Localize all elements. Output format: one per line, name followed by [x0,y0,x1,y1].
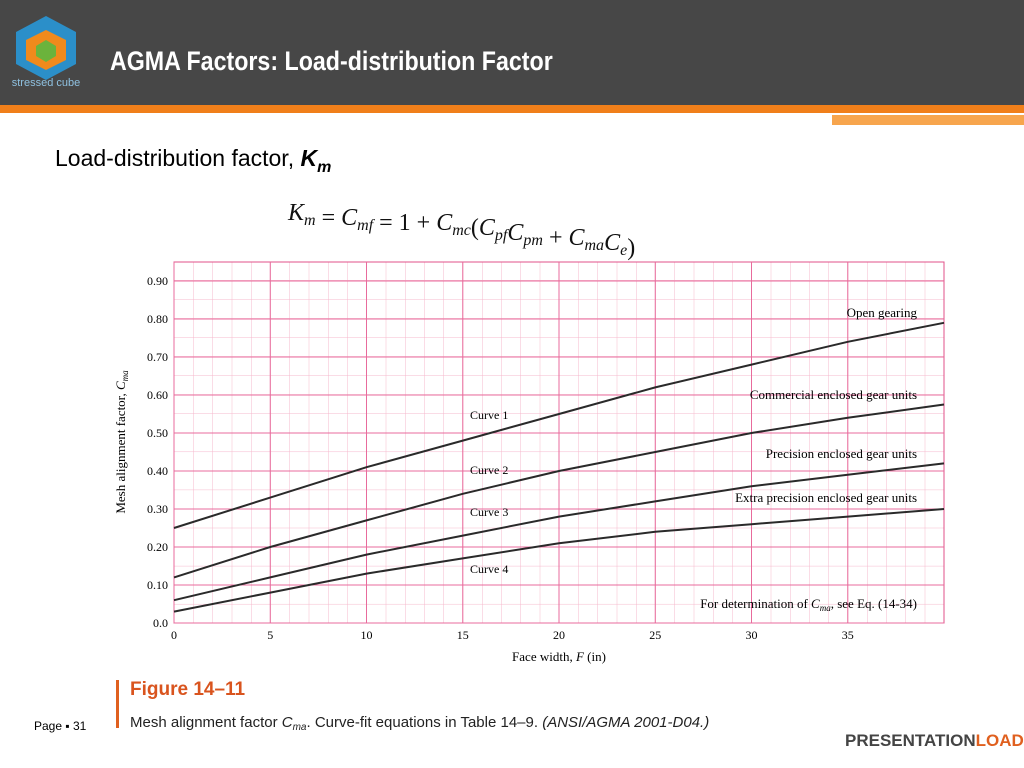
x-tick-label: 15 [457,628,469,642]
x-label-text: Face width, [512,649,576,664]
equation-term: K [287,200,306,226]
equation-term: + [543,225,569,251]
page-number: Page ▪ 31 [34,719,87,733]
x-tick-label: 5 [267,628,273,642]
y-tick-label: 0.60 [147,388,168,402]
equation-sub: pf [494,227,510,244]
annotation: Open gearing [847,305,918,320]
note-symbol: C [811,596,820,611]
y-tick-label: 0.90 [147,274,168,288]
equation-sub: pm [522,232,543,249]
equation-term: C [507,220,524,246]
y-tick-label: 0.0 [153,616,168,630]
heading-symbol: K [300,145,318,171]
chart: 0.0 0.10 0.20 0.30 0.40 0.50 0.60 0.70 0.80 0.90 0… [147,262,945,642]
series-label: Curve 1 [470,408,508,422]
heading: Load-distribution factor, Km [55,145,331,176]
caption-source: (ANSI/AGMA 2001-D04.) [542,714,709,731]
x-tick-label: 20 [553,628,565,642]
equation-term: ( [471,215,479,241]
logo-text: stressed cube [12,77,80,89]
equation-term: C [436,210,453,236]
y-label-symbol: C [113,381,128,390]
note: For determination of Cma, see Eq. (14-34… [700,596,917,613]
equation-sub: mf [357,217,376,234]
logo [16,16,76,80]
note-sub: ma [820,603,831,613]
heading-sub: m [317,159,331,176]
figure-label: Figure 14–11 [130,679,246,700]
series-label: Curve 2 [470,463,508,477]
series-line [173,462,945,602]
brand: PRESENTATIONLOAD [845,731,1024,750]
equation-term: C [568,225,585,251]
caption-symbol: C [282,714,293,731]
y-tick-label: 0.30 [147,502,168,516]
caption-text: Mesh alignment factor [130,714,282,731]
x-label-symbol: F [575,649,585,664]
x-axis-label: Face width, F (in) [512,649,606,664]
x-label-suffix: (in) [584,649,606,664]
brand-first: PRESENTATION [845,731,976,750]
equation-term: C [341,205,358,231]
caption-suffix: . Curve-fit equations in Table 14–9. [307,714,543,731]
header-stripe [0,105,1024,113]
annotation: Commercial enclosed gear units [750,387,917,402]
equation-sub: ma [585,237,605,254]
equation: Km = Cmf = 1 + Cmc(CpfCpm + CmaCe) [287,200,635,261]
equation-term: C [479,215,496,241]
x-tick-label: 35 [842,628,854,642]
annotation: Precision enclosed gear units [766,446,917,461]
note-suffix: , see Eq. (14-34) [831,596,917,611]
x-tick-label: 10 [361,628,373,642]
equation-sub: e [620,242,627,259]
equation-term: = [316,205,342,231]
caption-bar [116,680,119,728]
y-tick-label: 0.40 [147,464,168,478]
annotation: Extra precision enclosed gear units [735,490,917,505]
equation-term: C [604,230,621,256]
y-tick-label: 0.10 [147,578,168,592]
note-text: For determination of [700,596,811,611]
y-label-text: Mesh alignment factor, [113,390,128,514]
equation-term: = 1 + [373,210,436,236]
x-tick-label: 0 [171,628,177,642]
y-axis-label: Mesh alignment factor, Cma [113,370,130,514]
series-line [173,403,945,579]
heading-text: Load-distribution factor, [55,145,300,171]
y-label-sub: ma [120,370,130,381]
y-tick-label: 0.80 [147,312,168,326]
equation-sub: m [304,212,316,229]
caption-sub: ma [293,722,307,733]
series-label: Curve 3 [470,505,508,519]
y-tick-label: 0.70 [147,350,168,364]
brand-second: LOAD [976,731,1024,750]
equation-term: ) [627,235,635,261]
y-tick-label: 0.50 [147,426,168,440]
equation-sub: mc [452,222,471,239]
header-bar [0,0,1024,105]
caption: Mesh alignment factor Cma. Curve-fit equ… [130,714,709,733]
y-tick-label: 0.20 [147,540,168,554]
header-accent [832,115,1024,125]
series-label: Curve 4 [470,562,508,576]
series-line [173,321,945,529]
series-line [173,508,945,613]
x-tick-label: 30 [746,628,758,642]
x-tick-label: 25 [649,628,661,642]
slide-title: AGMA Factors: Load-distribution Factor [110,46,553,76]
